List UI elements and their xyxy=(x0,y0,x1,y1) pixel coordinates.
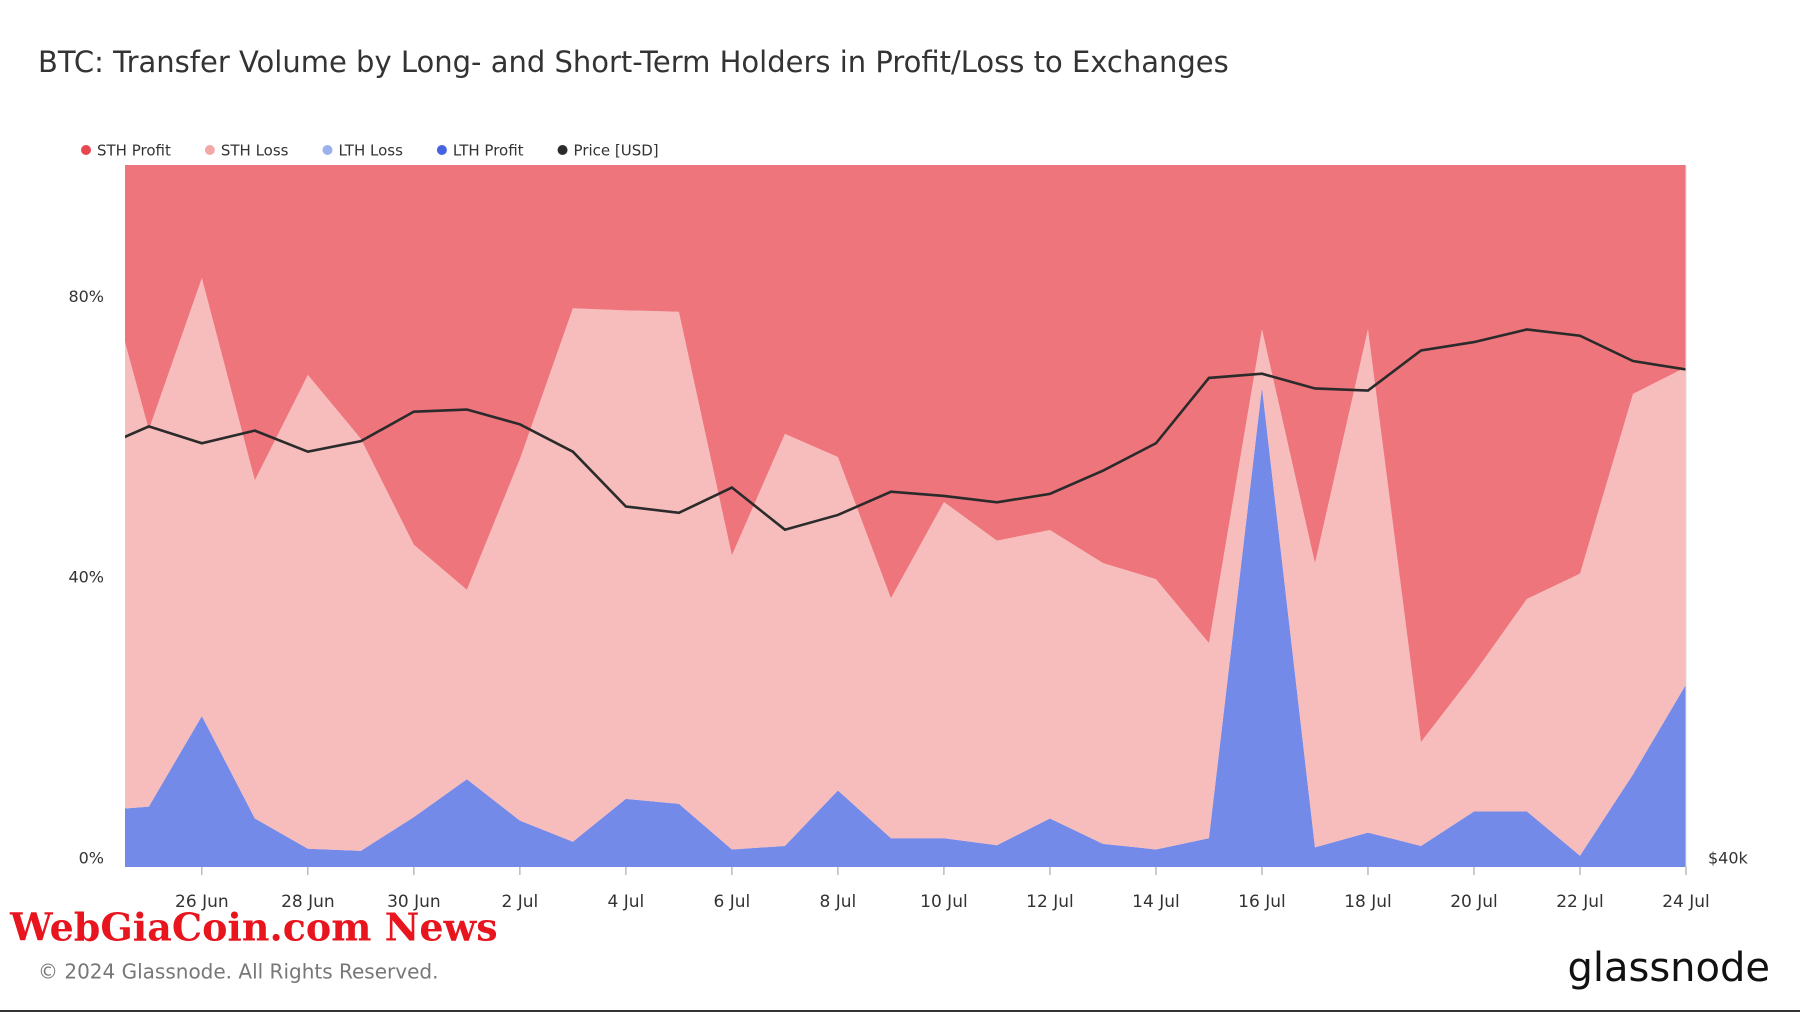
y-tick-label: 40% xyxy=(68,568,104,587)
legend-dot xyxy=(81,145,91,155)
x-tick-label: 14 Jul xyxy=(1132,892,1180,912)
legend-label: Price [USD] xyxy=(574,142,659,160)
x-tick-label: 26 Jun xyxy=(175,892,229,912)
legend-label: STH Profit xyxy=(97,142,171,160)
x-tick-label: 22 Jul xyxy=(1556,892,1604,912)
copyright: © 2024 Glassnode. All Rights Reserved. xyxy=(38,960,438,984)
legend-label: LTH Loss xyxy=(339,142,404,160)
x-tick-label: 12 Jul xyxy=(1026,892,1074,912)
overlay: 0% 40% 80% $40k 26 Jun 28 Jun 30 Jun 2 Jul 4 Jul… xyxy=(68,142,1748,913)
watermark: WebGiaCoin.com News xyxy=(9,905,498,950)
x-tick-label: 18 Jul xyxy=(1344,892,1392,912)
x-tick-label: 28 Jun xyxy=(281,892,335,912)
x-tick-label: 10 Jul xyxy=(920,892,968,912)
legend-dot xyxy=(322,145,333,155)
price-line xyxy=(125,328,1686,532)
brand-logo: glassnode xyxy=(1567,945,1770,991)
legend-dot xyxy=(557,145,568,155)
x-tick-label: 8 Jul xyxy=(820,892,857,912)
area-1 xyxy=(125,278,1686,856)
x-tick-label: 20 Jul xyxy=(1450,892,1498,912)
area-0 xyxy=(125,165,1686,743)
area-3 xyxy=(125,387,1686,867)
x-tick-label: 24 Jul xyxy=(1662,892,1710,912)
x-tick-label: 4 Jul xyxy=(608,892,645,912)
x-tick-label: 16 Jul xyxy=(1238,892,1286,912)
x-tick-label: 30 Jun xyxy=(387,892,441,912)
chart-title: BTC: Transfer Volume by Long- and Short-… xyxy=(38,45,1229,79)
x-tick-label: 6 Jul xyxy=(714,892,751,912)
legend-dot xyxy=(436,145,447,155)
y-tick-label: 0% xyxy=(79,849,104,868)
legend-label: LTH Profit xyxy=(453,142,524,160)
legend-dot xyxy=(204,145,215,155)
y2-tick-label: $40k xyxy=(1708,849,1749,868)
legend-label: STH Loss xyxy=(221,142,289,160)
x-tick-label: 2 Jul xyxy=(502,892,539,912)
plot-area xyxy=(125,165,1686,867)
y-tick-label: 80% xyxy=(68,287,104,306)
